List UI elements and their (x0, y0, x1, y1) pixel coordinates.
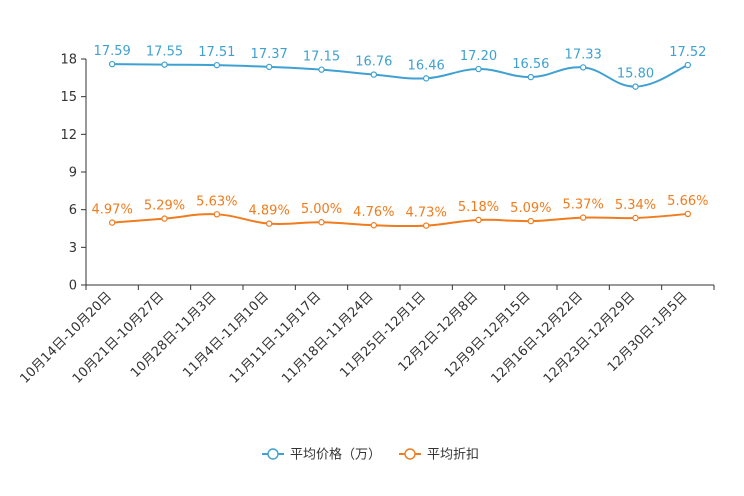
data-label: 5.09% (510, 201, 551, 216)
data-point (265, 220, 273, 227)
data-label: 17.52 (669, 45, 706, 60)
data-point (422, 222, 430, 229)
data-point (684, 61, 692, 69)
data-label: 5.63% (196, 194, 237, 209)
data-label: 4.76% (353, 205, 394, 220)
series-line-0 (112, 63, 689, 88)
legend-label-0: 平均价格（万） (290, 447, 381, 463)
data-label: 17.59 (94, 44, 131, 59)
x-tick-label: 11月18日-11月24日 (279, 289, 376, 386)
data-point (318, 66, 325, 73)
y-tick-label: 9 (69, 166, 77, 181)
data-point (527, 217, 535, 225)
data-point (161, 215, 168, 222)
y-tick-label: 12 (60, 128, 77, 143)
data-label: 17.55 (146, 45, 183, 60)
legend-marker-circle-0 (267, 448, 279, 460)
data-label: 16.46 (408, 58, 445, 73)
y-tick-label: 15 (60, 90, 77, 105)
series-line-1 (112, 212, 688, 228)
data-label: 5.37% (563, 198, 604, 213)
legend-marker-circle-1 (404, 448, 416, 460)
data-point (579, 214, 587, 221)
data-point (370, 71, 378, 78)
data-label: 17.33 (565, 47, 602, 62)
data-point (213, 211, 221, 218)
data-point (632, 83, 639, 90)
data-point (684, 210, 692, 218)
x-tick-label: 11月11日-11月17日 (227, 289, 324, 386)
data-point (370, 222, 378, 229)
data-label: 17.15 (303, 50, 340, 65)
x-tick-label: 10月21日-10月27日 (70, 289, 167, 386)
data-label: 4.97% (92, 203, 133, 218)
data-label: 5.34% (615, 198, 656, 213)
data-point (108, 60, 116, 68)
legend-label-1: 平均折扣 (427, 448, 479, 463)
data-point (422, 75, 430, 82)
y-tick-label: 18 (60, 53, 77, 68)
data-label: 16.76 (355, 55, 392, 70)
data-point (108, 219, 116, 226)
data-label: 17.20 (460, 49, 497, 64)
data-label: 5.29% (144, 199, 185, 214)
data-label: 5.00% (301, 202, 342, 217)
data-point (318, 219, 325, 226)
data-point (579, 64, 587, 71)
data-label: 4.73% (406, 206, 447, 221)
x-tick-label: 12月16日-12月22日 (489, 289, 586, 386)
data-label: 17.51 (198, 45, 235, 60)
data-point (632, 214, 639, 222)
data-point (475, 65, 482, 73)
data-label: 15.80 (617, 67, 654, 82)
y-tick-label: 0 (69, 279, 77, 294)
y-tick-label: 6 (69, 203, 77, 218)
data-point (265, 63, 273, 71)
data-point (213, 61, 221, 69)
data-label: 4.89% (249, 204, 290, 219)
data-label: 5.18% (458, 200, 499, 215)
data-label: 16.56 (512, 57, 549, 72)
data-label: 17.37 (251, 47, 288, 62)
y-tick-label: 3 (69, 241, 77, 256)
data-point (475, 216, 482, 224)
data-point (527, 73, 535, 81)
x-tick-label: 10月14日-10月20日 (18, 289, 115, 386)
data-point (161, 61, 168, 68)
data-label: 5.66% (667, 194, 708, 209)
x-tick-label: 12月23日-12月29日 (541, 289, 638, 386)
